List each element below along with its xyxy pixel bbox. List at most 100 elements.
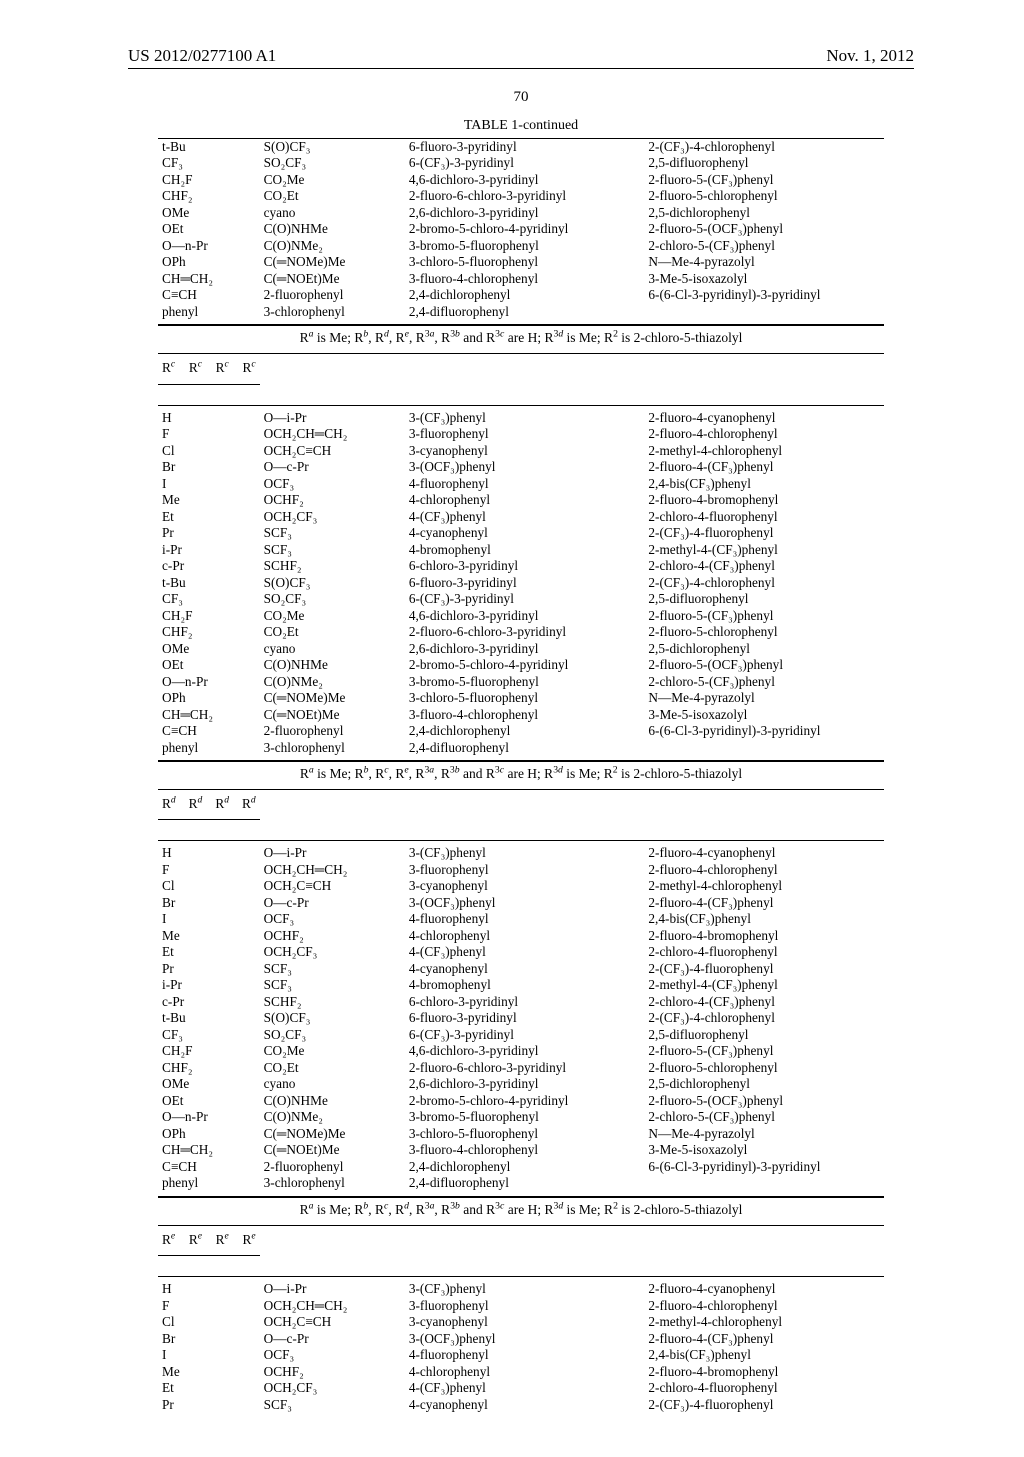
table-cell: 2,6-dichloro-3-pyridinyl bbox=[405, 205, 645, 221]
table-cell: 4,6-dichloro-3-pyridinyl bbox=[405, 608, 645, 624]
table-cell: CH═CH₂ bbox=[158, 271, 260, 287]
table-cell: SO₂CF₃ bbox=[260, 155, 405, 171]
table-cell: C≡CH bbox=[158, 1159, 260, 1175]
table-cell: 3-(OCF₃)phenyl bbox=[405, 895, 645, 911]
table-cell: 2,5-dichlorophenyl bbox=[644, 205, 884, 221]
table-cell: OMe bbox=[158, 641, 260, 657]
table-row: CF₃SO₂CF₃6-(CF₃)-3-pyridinyl2,5-difluoro… bbox=[158, 1027, 884, 1043]
table-cell: 2,5-difluorophenyl bbox=[644, 155, 884, 171]
table-cell: 3-(OCF₃)phenyl bbox=[405, 1331, 645, 1347]
table-cell: 2-chloro-5-(CF₃)phenyl bbox=[644, 1109, 884, 1125]
table-cell: 4-(CF₃)phenyl bbox=[405, 509, 645, 525]
table-cell: 2-chloro-4-fluorophenyl bbox=[644, 1380, 884, 1396]
table-row: PrSCF₃4-cyanophenyl2-(CF₃)-4-fluoropheny… bbox=[158, 1397, 884, 1413]
table-cell: 2,4-dichlorophenyl bbox=[405, 723, 645, 739]
table-cell: OCHF₂ bbox=[260, 492, 405, 508]
table-cell: OCH₂CF₃ bbox=[260, 1380, 405, 1396]
table-row: i-PrSCF₃4-bromophenyl2-methyl-4-(CF₃)phe… bbox=[158, 977, 884, 993]
table-row: phenyl3-chlorophenyl2,4-difluorophenyl bbox=[158, 1175, 884, 1191]
table-cell: 3-(CF₃)phenyl bbox=[405, 1281, 645, 1297]
table-row: ClOCH₂C≡CH3-cyanophenyl2-methyl-4-chloro… bbox=[158, 443, 884, 459]
table-cell: Pr bbox=[158, 525, 260, 541]
table-cell: 6-fluoro-3-pyridinyl bbox=[405, 575, 645, 591]
table-cell: CO₂Me bbox=[260, 172, 405, 188]
table-row: MeOCHF₂4-chlorophenyl2-fluoro-4-bromophe… bbox=[158, 1364, 884, 1380]
table-cell: OPh bbox=[158, 254, 260, 270]
table-row: CHF₂CO₂Et2-fluoro-6-chloro-3-pyridinyl2-… bbox=[158, 1060, 884, 1076]
table-cell: N—Me-4-pyrazolyl bbox=[644, 1126, 884, 1142]
table-cell: 4,6-dichloro-3-pyridinyl bbox=[405, 172, 645, 188]
table-cell: C(O)NMe₂ bbox=[260, 1109, 405, 1125]
table-cell: SCF₃ bbox=[260, 977, 405, 993]
table-cell: CH═CH₂ bbox=[158, 707, 260, 723]
table-cell: 2-(CF₃)-4-fluorophenyl bbox=[644, 961, 884, 977]
table-cell: SCF₃ bbox=[260, 961, 405, 977]
table-cell: 2-fluoro-4-cyanophenyl bbox=[644, 1281, 884, 1297]
table-cell: 2-methyl-4-(CF₃)phenyl bbox=[644, 977, 884, 993]
table-row: OMecyano2,6-dichloro-3-pyridinyl2,5-dich… bbox=[158, 641, 884, 657]
table-cell bbox=[644, 1175, 884, 1191]
table-cell: CO₂Me bbox=[260, 1043, 405, 1059]
table-cell: S(O)CF₃ bbox=[260, 575, 405, 591]
table-cell: CHF₂ bbox=[158, 624, 260, 640]
table-row: CH₂FCO₂Me4,6-dichloro-3-pyridinyl2-fluor… bbox=[158, 172, 884, 188]
table-cell: 4-chlorophenyl bbox=[405, 1364, 645, 1380]
table-cell: 3-Me-5-isoxazolyl bbox=[644, 1142, 884, 1158]
table-cell: OCF₃ bbox=[260, 911, 405, 927]
table-cell: i-Pr bbox=[158, 542, 260, 558]
substituent-table: t-BuS(O)CF₃6-fluoro-3-pyridinyl2-(CF₃)-4… bbox=[158, 139, 884, 320]
table-cell: CO₂Me bbox=[260, 608, 405, 624]
table-cell: 3-chloro-5-fluorophenyl bbox=[405, 690, 645, 706]
table-row: OPhC(═NOMe)Me3-chloro-5-fluorophenylN—Me… bbox=[158, 1126, 884, 1142]
table-cell: O—c-Pr bbox=[260, 895, 405, 911]
table-cell: 3-(OCF₃)phenyl bbox=[405, 459, 645, 475]
table-cell: C≡CH bbox=[158, 287, 260, 303]
table-cell: Cl bbox=[158, 878, 260, 894]
table-row: IOCF₃4-fluorophenyl2,4-bis(CF₃)phenyl bbox=[158, 911, 884, 927]
table-row: MeOCHF₂4-chlorophenyl2-fluoro-4-bromophe… bbox=[158, 492, 884, 508]
table-cell: 2-bromo-5-chloro-4-pyridinyl bbox=[405, 657, 645, 673]
col-header: Rc bbox=[158, 354, 179, 381]
table-cell: Me bbox=[158, 1364, 260, 1380]
table-cell: C(O)NHMe bbox=[260, 657, 405, 673]
table-cell: OEt bbox=[158, 221, 260, 237]
table-cell: 2-fluoro-5-(CF₃)phenyl bbox=[644, 172, 884, 188]
table-row: MeOCHF₂4-chlorophenyl2-fluoro-4-bromophe… bbox=[158, 928, 884, 944]
table-cell: 2-fluoro-4-cyanophenyl bbox=[644, 845, 884, 861]
table-cell: phenyl bbox=[158, 1175, 260, 1191]
table-cell: t-Bu bbox=[158, 139, 260, 155]
table-cell: OCH₂C≡CH bbox=[260, 878, 405, 894]
table-cell: 2-chloro-5-(CF₃)phenyl bbox=[644, 238, 884, 254]
table-row: O—n-PrC(O)NMe₂3-bromo-5-fluorophenyl2-ch… bbox=[158, 238, 884, 254]
table-cell: 3-chlorophenyl bbox=[260, 304, 405, 320]
col-header: Re bbox=[185, 1226, 206, 1253]
table-cell: I bbox=[158, 1347, 260, 1363]
table-cell: O—i-Pr bbox=[260, 1281, 405, 1297]
table-cell: 4-(CF₃)phenyl bbox=[405, 944, 645, 960]
table-cell: 2-fluoro-5-(OCF₃)phenyl bbox=[644, 657, 884, 673]
table-row: C≡CH2-fluorophenyl2,4-dichlorophenyl6-(6… bbox=[158, 287, 884, 303]
table-cell: OCH₂CF₃ bbox=[260, 944, 405, 960]
table-cell: phenyl bbox=[158, 304, 260, 320]
table-cell: 6-fluoro-3-pyridinyl bbox=[405, 1010, 645, 1026]
table-cell: 3-cyanophenyl bbox=[405, 878, 645, 894]
table-cell: Pr bbox=[158, 1397, 260, 1413]
table-cell: 4-fluorophenyl bbox=[405, 1347, 645, 1363]
table-cell: 6-(CF₃)-3-pyridinyl bbox=[405, 155, 645, 171]
table-cell: 3-fluorophenyl bbox=[405, 426, 645, 442]
table-cell: O—n-Pr bbox=[158, 674, 260, 690]
table-cell: 2-fluoro-6-chloro-3-pyridinyl bbox=[405, 624, 645, 640]
table-cell: F bbox=[158, 1298, 260, 1314]
table-cell: 2-(CF₃)-4-chlorophenyl bbox=[644, 1010, 884, 1026]
table-cell: H bbox=[158, 410, 260, 426]
table-cell: 2-fluoro-6-chloro-3-pyridinyl bbox=[405, 1060, 645, 1076]
table-cell: 2-fluoro-4-bromophenyl bbox=[644, 928, 884, 944]
table-cell: 3-chloro-5-fluorophenyl bbox=[405, 254, 645, 270]
table-row: CH═CH₂C(═NOEt)Me3-fluoro-4-chlorophenyl3… bbox=[158, 271, 884, 287]
table-row: C≡CH2-fluorophenyl2,4-dichlorophenyl6-(6… bbox=[158, 723, 884, 739]
table-cell: C≡CH bbox=[158, 723, 260, 739]
col-header: Re bbox=[238, 1226, 259, 1253]
table-cell: 2,4-dichlorophenyl bbox=[405, 1159, 645, 1175]
table-cell: 2,4-difluorophenyl bbox=[405, 1175, 645, 1191]
table-cell: OCH₂CF₃ bbox=[260, 509, 405, 525]
